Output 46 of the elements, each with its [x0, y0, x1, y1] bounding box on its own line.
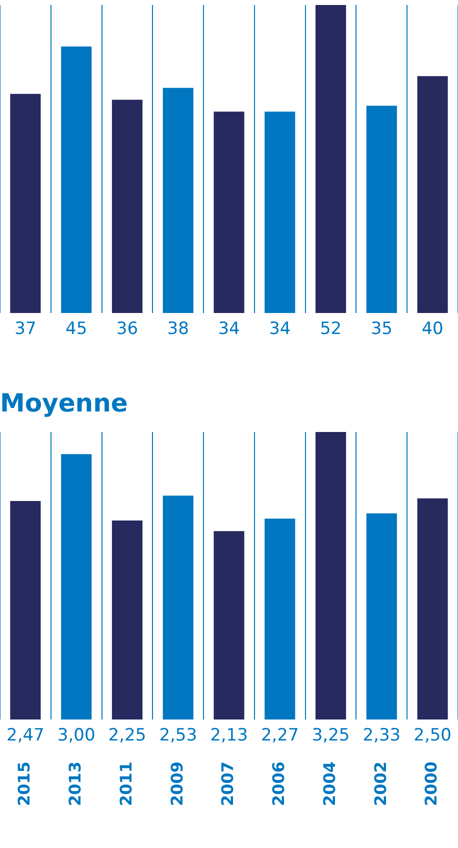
- data-label: 37: [14, 318, 36, 339]
- bar: [162, 496, 194, 720]
- data-label: 2,53: [159, 725, 198, 746]
- x-tick-label: 2000: [422, 761, 441, 806]
- bar: [61, 454, 92, 720]
- bar: [366, 106, 397, 313]
- bar: [112, 520, 142, 720]
- data-label: 34: [269, 318, 291, 339]
- x-tick-label: 2006: [269, 761, 288, 806]
- x-tick-label: 2007: [218, 761, 238, 806]
- data-label: 38: [167, 318, 189, 339]
- data-label: 40: [422, 318, 444, 339]
- bar: [61, 46, 92, 313]
- bar: [366, 513, 397, 720]
- data-label: 3,25: [312, 725, 350, 746]
- bar: [162, 88, 194, 313]
- bar: [417, 498, 448, 720]
- bar: [10, 94, 41, 313]
- data-label: 34: [218, 318, 240, 339]
- data-label: 36: [116, 318, 138, 339]
- chart-title: Moyenne: [0, 388, 128, 418]
- data-label: 2,25: [108, 725, 146, 746]
- data-label: 45: [66, 318, 88, 339]
- data-label: 2,50: [414, 725, 452, 746]
- bar: [112, 100, 142, 313]
- data-label: 2,27: [260, 725, 299, 746]
- data-label: 2,33: [362, 725, 401, 746]
- bar: [10, 500, 41, 720]
- bar: [316, 5, 346, 313]
- bar: [417, 76, 448, 313]
- data-label: 35: [370, 318, 392, 339]
- x-tick-label: 2004: [320, 761, 339, 806]
- data-label: 3,00: [57, 725, 96, 746]
- bar: [264, 112, 296, 313]
- bar: [264, 518, 296, 720]
- data-label: 2,47: [6, 725, 44, 746]
- x-tick-label: 2009: [167, 761, 186, 806]
- bar: [214, 531, 244, 720]
- x-tick-label: 2013: [65, 761, 84, 806]
- bar: [316, 432, 346, 720]
- x-tick-label: 2015: [14, 761, 34, 806]
- x-tick-label: 2002: [370, 761, 390, 806]
- bar: [214, 112, 244, 313]
- data-label: 52: [320, 318, 342, 339]
- x-tick-label: 2011: [116, 761, 136, 806]
- data-label: 2,13: [210, 725, 248, 746]
